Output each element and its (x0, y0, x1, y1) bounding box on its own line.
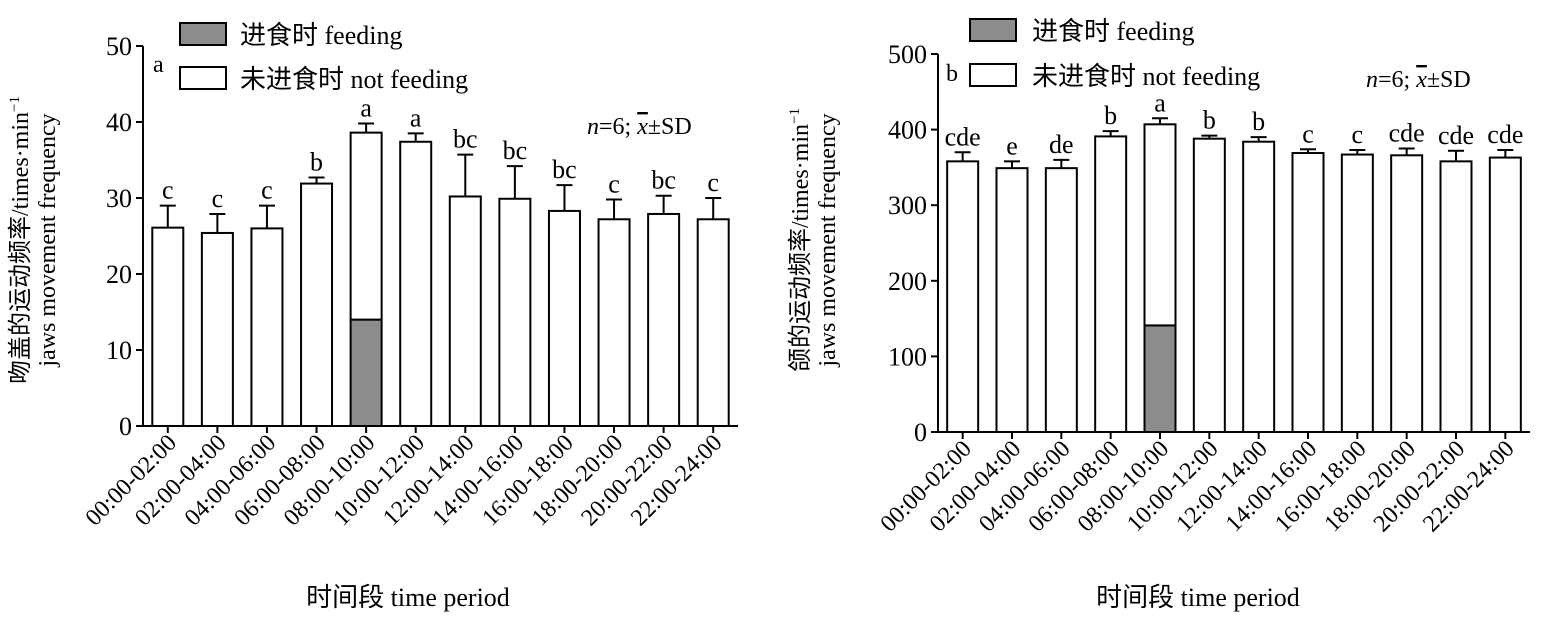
bar-not-feeding (696, 218, 730, 427)
significance-letter: bc (503, 136, 528, 165)
bar-not-feeding (1340, 153, 1374, 433)
significance-letter: cde (1487, 120, 1523, 149)
y-tick-label: 20 (106, 260, 132, 289)
bar-not-feeding (498, 197, 532, 427)
bar-not-feeding (448, 195, 482, 427)
y-axis-title-superscript: −1 (787, 108, 803, 124)
y-axis-title-text: 吻盖的运动频率/times·min (7, 112, 34, 384)
bar-not-feeding (1143, 123, 1177, 327)
chart-panel-b: b 进食时 feeding 未进食时 not feeding n=6; x±SD… (787, 17, 1530, 612)
bar-not-feeding (597, 218, 631, 427)
bar-not-feeding (946, 160, 980, 434)
y-axis-title-line2: jaws movement frequency (35, 113, 61, 367)
legend: 进食时 feeding 未进食时 not feeding (969, 17, 1260, 91)
chart-panel-a: a 进食时 feeding 未进食时 not feeding n=6; x±SD… (7, 21, 738, 612)
legend-label-feeding: 进食时 feeding (1032, 17, 1194, 46)
significance-letter: bc (552, 155, 577, 184)
y-tick-label: 40 (106, 108, 132, 137)
y-axis-title: 颌的运动频率/times·min−1 (787, 108, 814, 372)
legend-swatch-not-feeding (179, 66, 227, 90)
significance-letter: c (608, 170, 620, 199)
significance-letter: b (1104, 101, 1117, 130)
significance-letter: bc (651, 166, 676, 195)
bar-not-feeding (1390, 154, 1424, 434)
y-tick-label: 50 (106, 32, 132, 61)
significance-letter: c (1302, 119, 1314, 148)
y-axis-title: 吻盖的运动频率/times·min−1 (7, 96, 34, 384)
stats-sd: ±SD (648, 114, 692, 140)
significance-letter: b (310, 147, 323, 176)
stats-text: =6; (1378, 67, 1416, 93)
y-axis-title-text: 颌的运动频率/times·min (787, 124, 814, 372)
bar-not-feeding (399, 140, 433, 427)
stats-annotation: n=6; x±SD (587, 114, 692, 140)
bar-not-feeding (547, 209, 581, 427)
bar-not-feeding (1192, 137, 1226, 433)
bar-feeding (1143, 324, 1177, 433)
legend-swatch-not-feeding (969, 63, 1017, 87)
panel-label: b (946, 61, 958, 87)
stats-n: n (587, 114, 599, 140)
y-axis-title-line2: jaws movement frequency (815, 113, 841, 367)
legend-swatch-feeding (179, 22, 227, 46)
significance-letter: b (1203, 106, 1216, 135)
legend-label-not-feeding: 未进食时 not feeding (1032, 62, 1260, 91)
bar-not-feeding (1044, 167, 1078, 433)
bar-not-feeding (250, 227, 284, 427)
legend: 进食时 feeding 未进食时 not feeding (179, 21, 468, 94)
significance-letter: cde (945, 122, 981, 151)
significance-letter: a (1154, 88, 1166, 117)
bar-not-feeding (1094, 135, 1128, 434)
bar-feeding (349, 318, 383, 428)
significance-letter: bc (453, 125, 478, 154)
bar-not-feeding (647, 212, 681, 427)
y-tick-label: 500 (888, 40, 927, 69)
significance-letter: c (707, 168, 719, 197)
x-axis-title: 时间段 time period (306, 583, 510, 612)
y-tick-label: 100 (888, 342, 927, 371)
stats-text: =6; (599, 114, 637, 140)
y-tick-label: 0 (914, 418, 927, 447)
significance-letter: c (261, 176, 273, 205)
bar-not-feeding (300, 182, 334, 427)
bar-not-feeding (200, 231, 234, 427)
significance-letter: de (1049, 130, 1074, 159)
bar-not-feeding (1291, 152, 1325, 433)
panel-label: a (153, 52, 164, 78)
y-axis-title-superscript: −1 (7, 96, 23, 112)
significance-letter: c (212, 184, 224, 213)
bar-not-feeding (1242, 140, 1276, 433)
significance-letter: a (410, 103, 422, 132)
significance-letter: c (162, 176, 174, 205)
legend-label-feeding: 进食时 feeding (240, 21, 402, 50)
stats-n: n (1366, 67, 1378, 93)
y-tick-label: 30 (106, 184, 132, 213)
y-tick-label: 300 (888, 191, 927, 220)
significance-letter: a (360, 94, 372, 123)
y-tick-label: 10 (106, 336, 132, 365)
y-tick-label: 0 (119, 412, 132, 441)
x-axis-title: 时间段 time period (1096, 583, 1300, 612)
bar-not-feeding (995, 167, 1029, 433)
bar-not-feeding (1488, 156, 1522, 434)
significance-letter: e (1006, 131, 1018, 160)
bar-not-feeding (151, 226, 185, 427)
y-tick-label: 400 (888, 116, 927, 145)
significance-letter: cde (1438, 121, 1474, 150)
stats-annotation: n=6; x±SD (1366, 67, 1471, 93)
stats-sd: ±SD (1427, 67, 1471, 93)
bar-not-feeding (349, 131, 383, 321)
significance-letter: c (1352, 120, 1364, 149)
legend-swatch-feeding (969, 18, 1017, 42)
significance-letter: cde (1389, 119, 1425, 148)
bar-not-feeding (1439, 160, 1473, 434)
stats-mean-symbol: x (636, 114, 648, 140)
legend-label-not-feeding: 未进食时 not feeding (240, 65, 468, 94)
significance-letter: b (1252, 107, 1265, 136)
y-tick-label: 200 (888, 267, 927, 296)
stats-mean-symbol: x (1415, 67, 1427, 93)
